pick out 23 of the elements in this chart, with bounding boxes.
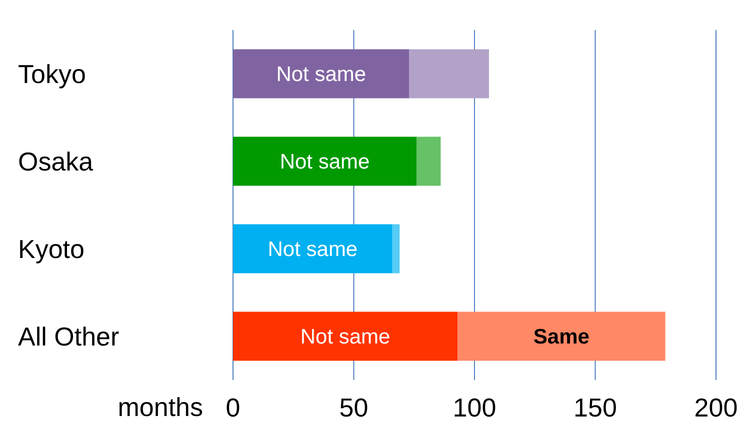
data-label: Not same <box>280 150 370 174</box>
bar <box>233 49 410 98</box>
y-tick-label: Kyoto <box>18 234 84 264</box>
data-label: Same <box>533 325 590 348</box>
x-tick-label: 100 <box>452 392 496 422</box>
x-tick-label: 200 <box>694 392 738 422</box>
x-axis-title: months <box>118 392 203 422</box>
data-label: Not same <box>268 238 358 261</box>
bar <box>233 136 417 186</box>
x-tick-label: 150 <box>574 392 617 422</box>
bar <box>416 136 441 186</box>
bar <box>233 224 392 274</box>
data-label: Not same <box>300 325 390 348</box>
bar <box>392 224 400 274</box>
y-tick-label: All Other <box>18 321 120 352</box>
data-label: Not same <box>276 62 366 86</box>
x-tick-label: 0 <box>226 392 240 422</box>
y-tick-label: Tokyo <box>18 58 86 89</box>
bar <box>409 49 489 98</box>
bar <box>458 312 666 361</box>
y-tick-label: Osaka <box>18 146 94 176</box>
x-tick-label: 50 <box>339 392 368 422</box>
bar <box>233 312 458 361</box>
